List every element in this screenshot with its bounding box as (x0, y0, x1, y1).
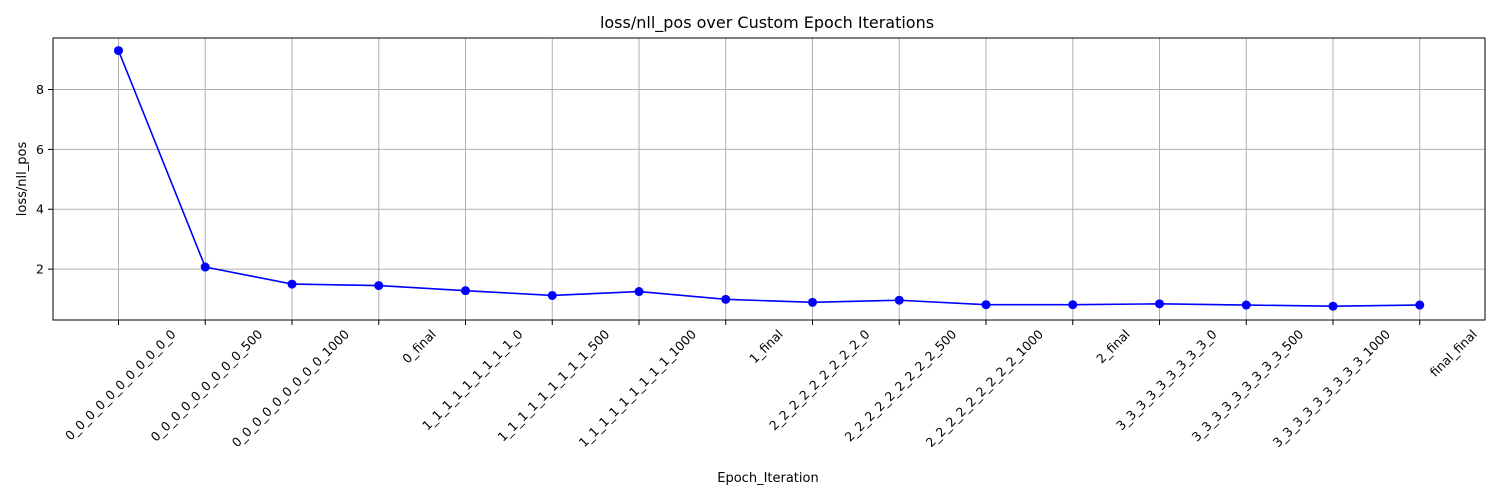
y-tick-label: 2 (36, 262, 44, 277)
data-point (981, 300, 991, 310)
x-axis-label: Epoch_Iteration (717, 471, 818, 486)
grid-layer (53, 38, 1485, 320)
data-point (1155, 299, 1164, 309)
data-point (374, 281, 384, 291)
data-point (1328, 301, 1338, 311)
y-axis-label: loss/nll_pos (15, 142, 30, 217)
chart-title: loss/nll_pos over Custom Epoch Iteration… (600, 13, 934, 33)
data-point (461, 286, 470, 296)
series-line (117, 50, 1420, 308)
data-point (1068, 300, 1078, 310)
data-point (114, 46, 123, 56)
data-point (634, 287, 644, 297)
y-tick-label: 4 (36, 202, 44, 217)
data-point (287, 279, 297, 289)
data-point (721, 294, 731, 304)
data-point (1415, 300, 1425, 310)
y-tick-label: 8 (36, 82, 44, 97)
series-layer (114, 46, 1425, 311)
data-point (894, 295, 904, 305)
y-tick-label: 6 (36, 142, 44, 157)
data-point (808, 297, 817, 307)
plot-area-frame (52, 37, 1486, 321)
data-point (547, 290, 557, 300)
data-point (200, 262, 210, 272)
data-point (1241, 300, 1251, 310)
